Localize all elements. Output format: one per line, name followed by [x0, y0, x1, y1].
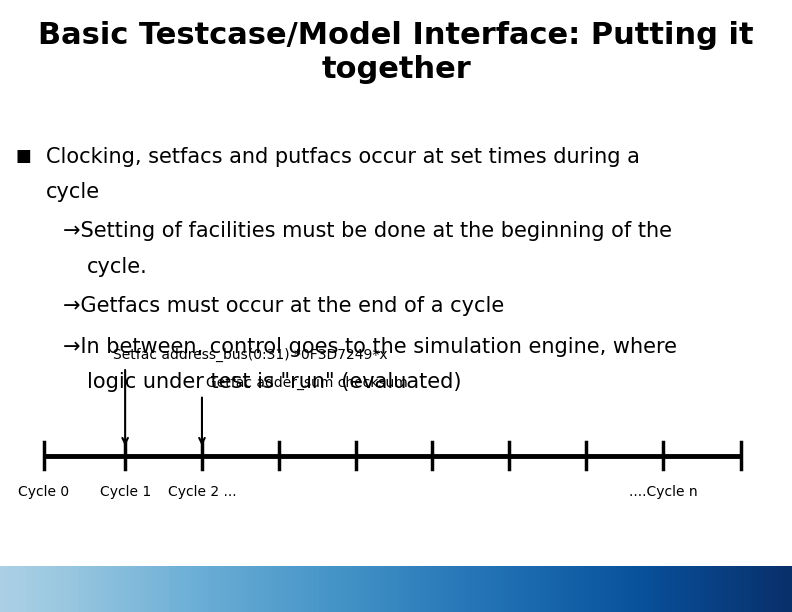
- Text: Getfac adder_sum checksum: Getfac adder_sum checksum: [206, 376, 408, 390]
- Text: cycle.: cycle.: [87, 257, 148, 277]
- Text: ■: ■: [16, 147, 32, 165]
- Text: logic under test is "run" (evaluated): logic under test is "run" (evaluated): [87, 372, 462, 392]
- Text: Setfac address_bus(0:31) *0F3D7249*x: Setfac address_bus(0:31) *0F3D7249*x: [113, 348, 388, 362]
- Text: Clocking, setfacs and putfacs occur at set times during a: Clocking, setfacs and putfacs occur at s…: [46, 147, 640, 167]
- Text: Cycle 0: Cycle 0: [18, 485, 69, 499]
- Text: ....Cycle n: ....Cycle n: [629, 485, 697, 499]
- Text: →Setting of facilities must be done at the beginning of the: →Setting of facilities must be done at t…: [63, 222, 672, 241]
- Text: →In between, control goes to the simulation engine, where: →In between, control goes to the simulat…: [63, 337, 677, 357]
- Text: cycle: cycle: [46, 182, 100, 203]
- Text: Cycle 2 ...: Cycle 2 ...: [168, 485, 236, 499]
- Text: →Getfacs must occur at the end of a cycle: →Getfacs must occur at the end of a cycl…: [63, 296, 505, 316]
- Text: Cycle 1: Cycle 1: [100, 485, 150, 499]
- Text: Basic Testcase/Model Interface: Putting it
together: Basic Testcase/Model Interface: Putting …: [38, 21, 754, 84]
